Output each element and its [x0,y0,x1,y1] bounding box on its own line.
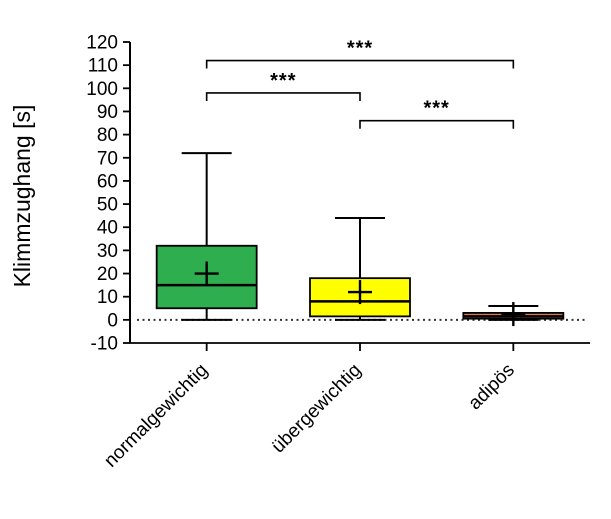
significance-bracket-2 [205,92,361,101]
y-tick-label: 70 [97,148,118,169]
y-tick-label: -10 [91,334,118,355]
x-category-label-adipoes: adipös [464,360,518,414]
y-tick-label: 10 [97,287,118,308]
y-tick-label: 0 [107,310,118,331]
x-category-label-normalgewichtig: normalgewichtig [100,360,212,472]
y-tick-label: 40 [97,218,118,239]
x-category-label-uebergewichtig: übergewichtig [268,360,366,458]
y-tick-label: 120 [86,33,118,54]
significance-bracket-3 [359,119,515,129]
y-tick-label: 80 [97,125,118,146]
y-axis-title: Klimmzughang [s] [9,105,35,288]
significance-label-1: *** [347,38,373,60]
y-tick-label: 20 [97,264,118,285]
y-tick-label: 60 [97,171,118,192]
y-tick-label: 100 [86,79,118,100]
significance-label-2: *** [270,70,296,92]
significance-label-3: *** [423,98,449,120]
y-tick-label: 90 [97,102,118,123]
y-tick-label: 30 [97,241,118,262]
significance-bracket-1 [205,59,515,69]
y-tick-label: 50 [97,195,118,216]
y-tick-label: 110 [88,56,118,77]
